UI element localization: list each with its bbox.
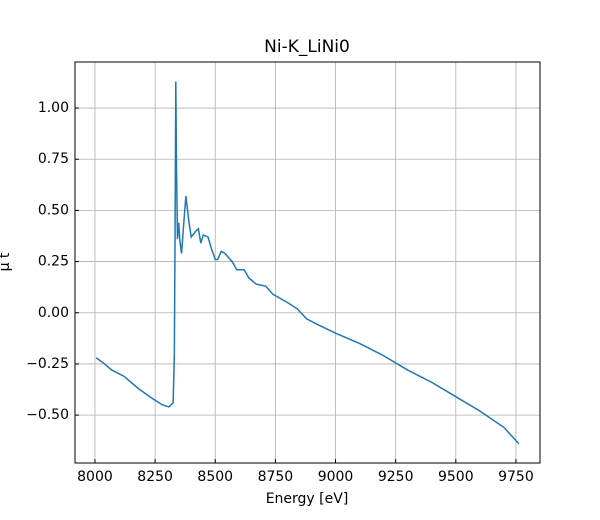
- chart-title: Ni-K_LiNi0: [264, 37, 350, 57]
- x-tick-label: 8000: [77, 469, 113, 485]
- x-axis-label: Energy [eV]: [266, 491, 349, 507]
- data-line: [95, 81, 520, 445]
- y-tick-label: 0.50: [38, 202, 69, 218]
- x-tick-label: 9750: [498, 469, 534, 485]
- plot-frame: [74, 61, 541, 464]
- y-axis-label: μ t: [0, 252, 13, 271]
- y-tick-label: 1.00: [38, 100, 69, 116]
- y-tick-label: −0.25: [26, 356, 69, 372]
- x-tick-label: 9500: [438, 469, 474, 485]
- y-tick-label: 0.00: [38, 305, 69, 321]
- x-tick-label: 9000: [318, 469, 354, 485]
- y-tick-label: 0.75: [38, 151, 69, 167]
- y-tick-label: 0.25: [38, 254, 69, 270]
- x-tick-label: 9250: [378, 469, 414, 485]
- x-tick-label: 8500: [197, 469, 233, 485]
- x-tick-label: 8250: [137, 469, 173, 485]
- y-tick-label: −0.50: [26, 407, 69, 423]
- x-tick-label: 8750: [258, 469, 294, 485]
